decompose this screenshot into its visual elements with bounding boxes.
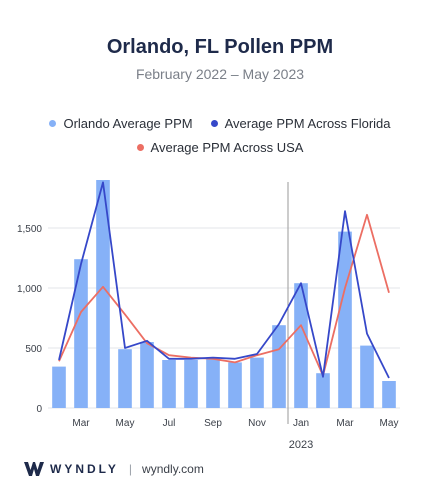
brand-name: WYNDLY xyxy=(50,462,119,476)
x-tick-label: Nov xyxy=(248,418,266,429)
chart-subtitle: February 2022 – May 2023 xyxy=(135,66,305,82)
bar-orlando xyxy=(228,362,242,408)
x-tick-label: May xyxy=(380,418,399,429)
y-tick-label: 1,000 xyxy=(17,284,42,295)
legend-row-2: Average PPM Across USA xyxy=(0,140,440,155)
x-tick-label: Jul xyxy=(163,418,176,429)
bar-orlando xyxy=(140,342,154,408)
bar-orlando xyxy=(74,259,88,408)
bar-orlando xyxy=(382,381,396,408)
legend-item-usa: Average PPM Across USA xyxy=(136,140,304,155)
legend-item-orlando: Orlando Average PPM xyxy=(49,116,193,131)
legend-label-usa: Average PPM Across USA xyxy=(150,140,304,155)
legend-swatch-florida xyxy=(210,120,218,127)
y-tick-label: 1,500 xyxy=(17,224,42,235)
bar-orlando xyxy=(338,231,352,408)
footer-site[interactable]: wyndly.com xyxy=(142,462,204,476)
x-tick-label: Mar xyxy=(336,418,354,429)
bar-orlando xyxy=(184,360,198,408)
footer: WYNDLY | wyndly.com xyxy=(24,462,204,476)
footer-separator: | xyxy=(128,462,133,476)
legend-label-orlando: Orlando Average PPM xyxy=(63,116,193,131)
line-usa xyxy=(58,213,390,377)
legend-row-1: Orlando Average PPM Average PPM Across F… xyxy=(0,116,440,131)
legend-label-florida: Average PPM Across Florida xyxy=(224,116,391,131)
bar-orlando xyxy=(316,373,330,408)
legend-swatch-usa xyxy=(136,144,144,151)
bar-orlando xyxy=(294,283,308,408)
chart-title: Orlando, FL Pollen PPM xyxy=(106,36,334,58)
bar-orlando xyxy=(162,360,176,408)
line-florida xyxy=(58,181,390,379)
legend-swatch-orlando xyxy=(49,120,57,127)
legend-item-florida: Average PPM Across Florida xyxy=(210,116,391,131)
x-tick-label: Jan xyxy=(293,418,309,429)
x-tick-label: Mar xyxy=(72,418,90,429)
y-tick-label: 0 xyxy=(36,404,42,415)
x-tick-label: May xyxy=(116,418,135,429)
brand-logo: WYNDLY xyxy=(24,462,119,476)
bar-orlando xyxy=(96,180,110,408)
x-tick-label: Sep xyxy=(204,418,222,429)
bar-orlando xyxy=(52,366,66,408)
bar-orlando xyxy=(272,325,286,408)
bar-orlando xyxy=(250,357,264,408)
bar-orlando xyxy=(206,357,220,408)
year-label: 2023 xyxy=(289,439,313,451)
wyndly-logo-icon xyxy=(24,462,44,476)
y-tick-label: 500 xyxy=(25,344,42,355)
bar-orlando xyxy=(118,349,132,408)
pollen-chart: 0 500 1,000 1,500 Mar May Jul Sep Nov Jan Mar May 20… xyxy=(17,180,400,451)
bar-orlando xyxy=(360,345,374,408)
